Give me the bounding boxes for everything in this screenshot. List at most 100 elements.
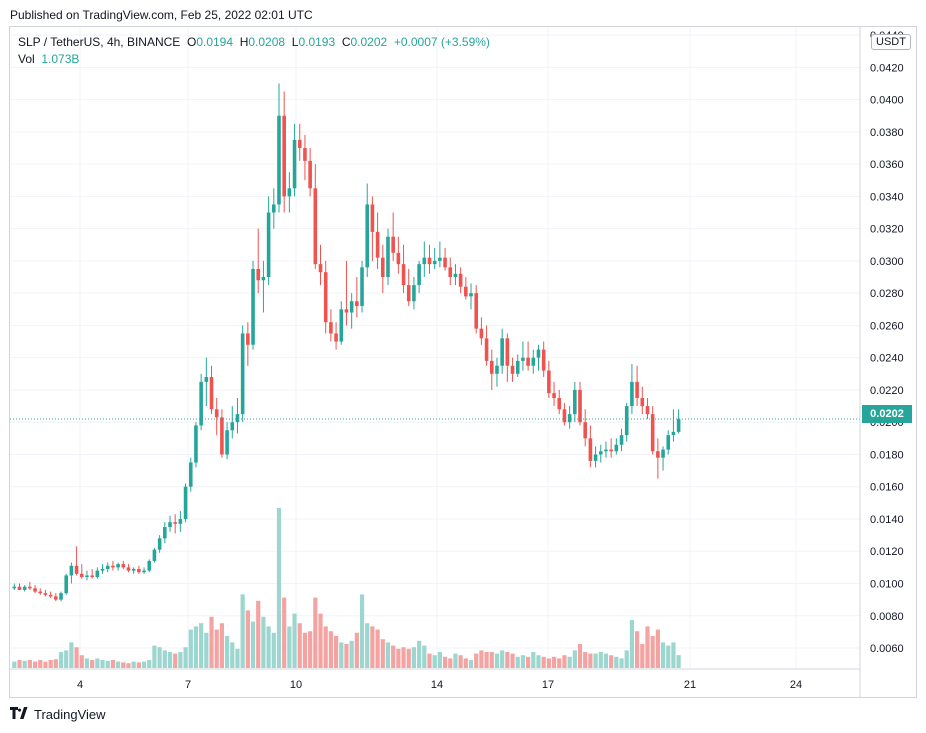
candle-down [214, 398, 219, 436]
volume-bar [74, 647, 79, 668]
open-label: O [186, 35, 197, 49]
time-tick-label: 10 [290, 679, 302, 691]
volume-bar [354, 632, 359, 668]
candle-up [266, 196, 271, 286]
time-tick-label: 21 [684, 679, 696, 691]
candle-down [443, 247, 447, 271]
time-axis: 4 7 10 14 17 21 24 [77, 679, 802, 691]
volume-bar [577, 644, 583, 668]
candle-down [427, 244, 432, 274]
candle-up [432, 247, 437, 269]
candle-down [33, 585, 37, 594]
candle-up [567, 406, 572, 429]
volume-bar [48, 660, 53, 668]
candle-down [48, 591, 53, 599]
volume-bar [660, 642, 666, 668]
volume-bar [276, 508, 282, 668]
volume-bar [546, 658, 551, 668]
volume-bar [38, 660, 43, 668]
candle-down [406, 268, 411, 307]
candle-down [489, 349, 494, 390]
volume-bar [178, 652, 183, 668]
grid-lines [10, 27, 860, 669]
candle-down [650, 406, 655, 455]
volume-bar [32, 661, 38, 668]
volume-bar [271, 632, 276, 668]
volume-bar [650, 636, 655, 668]
candle-up [349, 293, 354, 329]
candle-down [38, 588, 43, 595]
volume-bar [474, 653, 479, 668]
candle-up [147, 559, 152, 573]
volume-bar [463, 658, 468, 668]
volume-bar [401, 647, 406, 668]
candle-up [251, 260, 255, 350]
volume-bar [282, 597, 287, 668]
candle-up [386, 228, 390, 286]
price-tick-label: 0.0160 [870, 482, 904, 494]
volume-bar [339, 642, 344, 668]
volume-bar [448, 658, 453, 668]
volume-bar [84, 658, 90, 668]
candle-down [74, 546, 79, 576]
price-tick-label: 0.0140 [870, 514, 904, 526]
volume-bar [624, 650, 629, 668]
volume-bar [489, 652, 494, 668]
price-tick-label: 0.0340 [870, 191, 904, 203]
candle-down [380, 244, 385, 294]
candle-down [484, 325, 489, 366]
volume-bars [12, 508, 681, 668]
candle-up [116, 562, 120, 571]
footer-brand[interactable]: TradingView [10, 707, 106, 722]
candle-up [661, 446, 665, 471]
price-tick-label: 0.0380 [870, 127, 904, 139]
volume-bar [261, 616, 266, 668]
volume-bar [313, 597, 318, 668]
volume-bar [536, 655, 541, 668]
volume-bar [209, 616, 214, 668]
candle-down [474, 285, 479, 334]
volume-bar [43, 661, 48, 668]
volume-bar [385, 642, 391, 668]
candle-down [375, 212, 380, 269]
candle-up [598, 444, 603, 463]
candle-up [12, 583, 17, 590]
vol-value: 1.073B [41, 52, 80, 66]
volume-bar [131, 661, 136, 668]
candle-down [645, 398, 650, 419]
close-value: 0.0202 [350, 35, 388, 49]
volume-bar [126, 663, 131, 668]
candle-up [521, 341, 525, 371]
volume-bar [235, 648, 240, 668]
candle-up [105, 562, 110, 573]
currency-button[interactable]: USDT [871, 34, 911, 50]
candle-up [100, 564, 105, 574]
volume-bar [292, 613, 297, 668]
volume-bar [183, 647, 188, 668]
candle-up [412, 277, 416, 310]
volume-bar [333, 636, 339, 668]
candle-up [163, 522, 167, 544]
volume-bar [666, 645, 671, 668]
candle-up [536, 344, 541, 371]
candle-up [422, 241, 427, 278]
low-value: 0.0193 [298, 35, 336, 49]
price-tick-label: 0.0120 [870, 546, 904, 558]
candle-up [261, 260, 266, 313]
change-value: +0.0007 (+3.59%) [393, 35, 490, 49]
volume-bar [417, 640, 422, 668]
volume-bar [162, 650, 167, 668]
candle-up [469, 283, 473, 310]
volume-bar [287, 626, 292, 668]
volume-bar [12, 661, 17, 668]
price-tick-label: 0.0320 [870, 224, 904, 236]
candle-up [593, 446, 598, 468]
candle-up [365, 183, 370, 278]
volume-bar [396, 648, 401, 668]
volume-bar [432, 655, 437, 668]
candle-up [188, 457, 193, 492]
time-tick-label: 7 [185, 679, 191, 691]
candle-up [453, 264, 458, 286]
volume-bar [557, 658, 562, 668]
